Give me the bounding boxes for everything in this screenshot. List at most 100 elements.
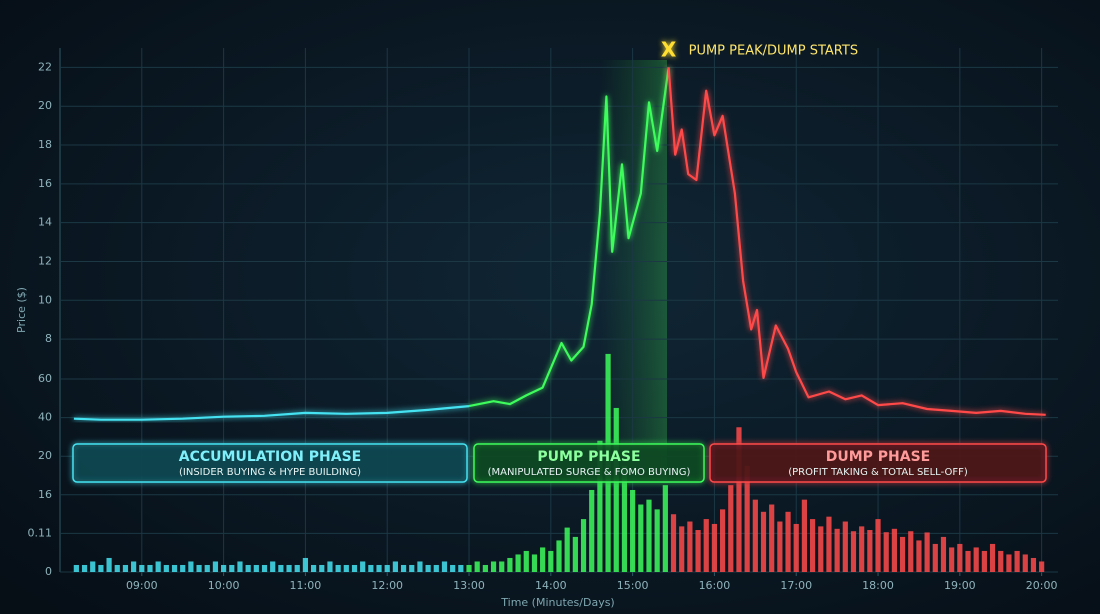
y-tick-label: 8 bbox=[45, 332, 52, 345]
volume-bar bbox=[335, 564, 341, 572]
x-tick-label: 18:00 bbox=[862, 579, 894, 592]
volume-bar bbox=[229, 564, 235, 572]
volume-bar bbox=[450, 564, 456, 572]
volume-bar bbox=[147, 564, 153, 572]
volume-bar bbox=[760, 511, 767, 572]
volume-bar bbox=[899, 536, 906, 572]
volume-bar bbox=[908, 531, 914, 572]
y-tick-label: 20 bbox=[38, 449, 52, 462]
volume-bar bbox=[875, 519, 881, 572]
volume-bar bbox=[842, 521, 848, 572]
box-title: PUMP PHASE bbox=[537, 449, 640, 465]
volume-bar bbox=[777, 521, 783, 572]
y-tick-label: 18 bbox=[38, 138, 52, 151]
price-line bbox=[667, 67, 1046, 416]
y-tick-label: 60 bbox=[38, 372, 52, 385]
volume-bar bbox=[679, 526, 685, 572]
volume-bar bbox=[523, 550, 529, 572]
volume-bar bbox=[695, 530, 701, 572]
volume-bar bbox=[670, 514, 677, 572]
price-line bbox=[73, 405, 470, 421]
volume-bar bbox=[916, 540, 922, 572]
volume-bar bbox=[310, 564, 317, 572]
phase-box: PUMP PHASE (MANIPULATED SURGE & FOMO BUY… bbox=[473, 443, 705, 483]
volume-bar bbox=[343, 564, 349, 572]
volume-bar bbox=[278, 564, 284, 572]
x-tick-label: 16:00 bbox=[699, 579, 731, 592]
volume-bar bbox=[621, 465, 628, 572]
x-tick-label: 13:00 bbox=[453, 579, 485, 592]
volume-bar bbox=[998, 550, 1004, 572]
volume-bar bbox=[957, 543, 963, 572]
volume-bar bbox=[564, 527, 570, 572]
volume-bar bbox=[752, 499, 758, 572]
volume-bar bbox=[507, 557, 513, 572]
y-tick-label: 20 bbox=[38, 99, 52, 112]
volume-bar bbox=[548, 550, 554, 572]
y-axis-label: Price ($) bbox=[15, 287, 28, 333]
phase-box: ACCUMULATION PHASE (INSIDER BUYING & HYP… bbox=[72, 443, 468, 483]
volume-bar bbox=[376, 564, 382, 572]
volume-bar bbox=[1006, 554, 1012, 572]
volume-bar bbox=[180, 564, 186, 572]
volume-bar bbox=[867, 530, 873, 572]
x-tick-label: 15:00 bbox=[617, 579, 649, 592]
volume-bar bbox=[924, 532, 930, 572]
box bbox=[72, 443, 468, 483]
volume-bar bbox=[139, 564, 145, 572]
box-subtitle: (INSIDER BUYING & HYPE BUILDING) bbox=[179, 467, 361, 478]
volume-bar bbox=[654, 509, 660, 572]
box-subtitle: (MANIPULATED SURGE & FOMO BUYING) bbox=[488, 467, 691, 478]
volume-bar bbox=[253, 564, 259, 572]
volume-bar bbox=[883, 532, 889, 572]
volume-bar bbox=[188, 561, 194, 572]
volume-bar bbox=[221, 564, 227, 572]
volume-bar bbox=[973, 547, 979, 572]
volume-bar bbox=[90, 561, 96, 572]
volume-bar bbox=[98, 564, 104, 572]
volume-bar bbox=[1039, 561, 1045, 572]
box bbox=[473, 443, 705, 483]
x-axis-label: Time (Minutes/Days) bbox=[500, 596, 614, 609]
pump-shade bbox=[600, 60, 667, 480]
volume-bar bbox=[744, 465, 750, 572]
volume-bar bbox=[417, 561, 423, 572]
x-tick-label: 12:00 bbox=[371, 579, 403, 592]
volume-bar bbox=[809, 519, 816, 572]
volume-bar bbox=[630, 489, 636, 572]
phase-box: DUMP PHASE (PROFIT TAKING & TOTAL SELL-O… bbox=[709, 443, 1047, 483]
volume-bar bbox=[711, 523, 718, 572]
volume-bar bbox=[662, 485, 668, 572]
volume-bar bbox=[261, 564, 268, 572]
volume-bar bbox=[499, 561, 505, 572]
volume-bar bbox=[720, 509, 726, 572]
volume-bar bbox=[409, 564, 415, 572]
volume-bar bbox=[589, 489, 595, 572]
volume-bar bbox=[1030, 557, 1037, 572]
volume-bar bbox=[114, 564, 120, 572]
volume-bar bbox=[769, 504, 775, 572]
volume-bar bbox=[703, 519, 709, 572]
volume-bar bbox=[490, 561, 497, 572]
volume-bar bbox=[818, 526, 824, 572]
peak-marker: X bbox=[661, 38, 677, 62]
y-tick-label: 14 bbox=[38, 216, 52, 229]
y-tick-label: 22 bbox=[38, 60, 52, 73]
volume-bar bbox=[212, 561, 219, 572]
volume-bar bbox=[400, 564, 407, 572]
volume-bar bbox=[646, 499, 652, 572]
volume-bar bbox=[482, 564, 488, 572]
volume-bar bbox=[572, 536, 578, 572]
x-tick-label: 17:00 bbox=[780, 579, 812, 592]
volume-bar bbox=[294, 564, 300, 572]
volume-bar bbox=[351, 564, 358, 572]
volume-bar bbox=[826, 516, 832, 572]
volume-bar bbox=[531, 554, 538, 572]
volume-bar bbox=[785, 511, 791, 572]
volume-bar bbox=[384, 564, 390, 572]
volume-bar bbox=[327, 561, 333, 572]
volume-bar bbox=[965, 550, 971, 572]
volume-bar bbox=[73, 564, 79, 572]
volume-bar bbox=[474, 561, 480, 572]
volume-bar bbox=[319, 564, 325, 572]
